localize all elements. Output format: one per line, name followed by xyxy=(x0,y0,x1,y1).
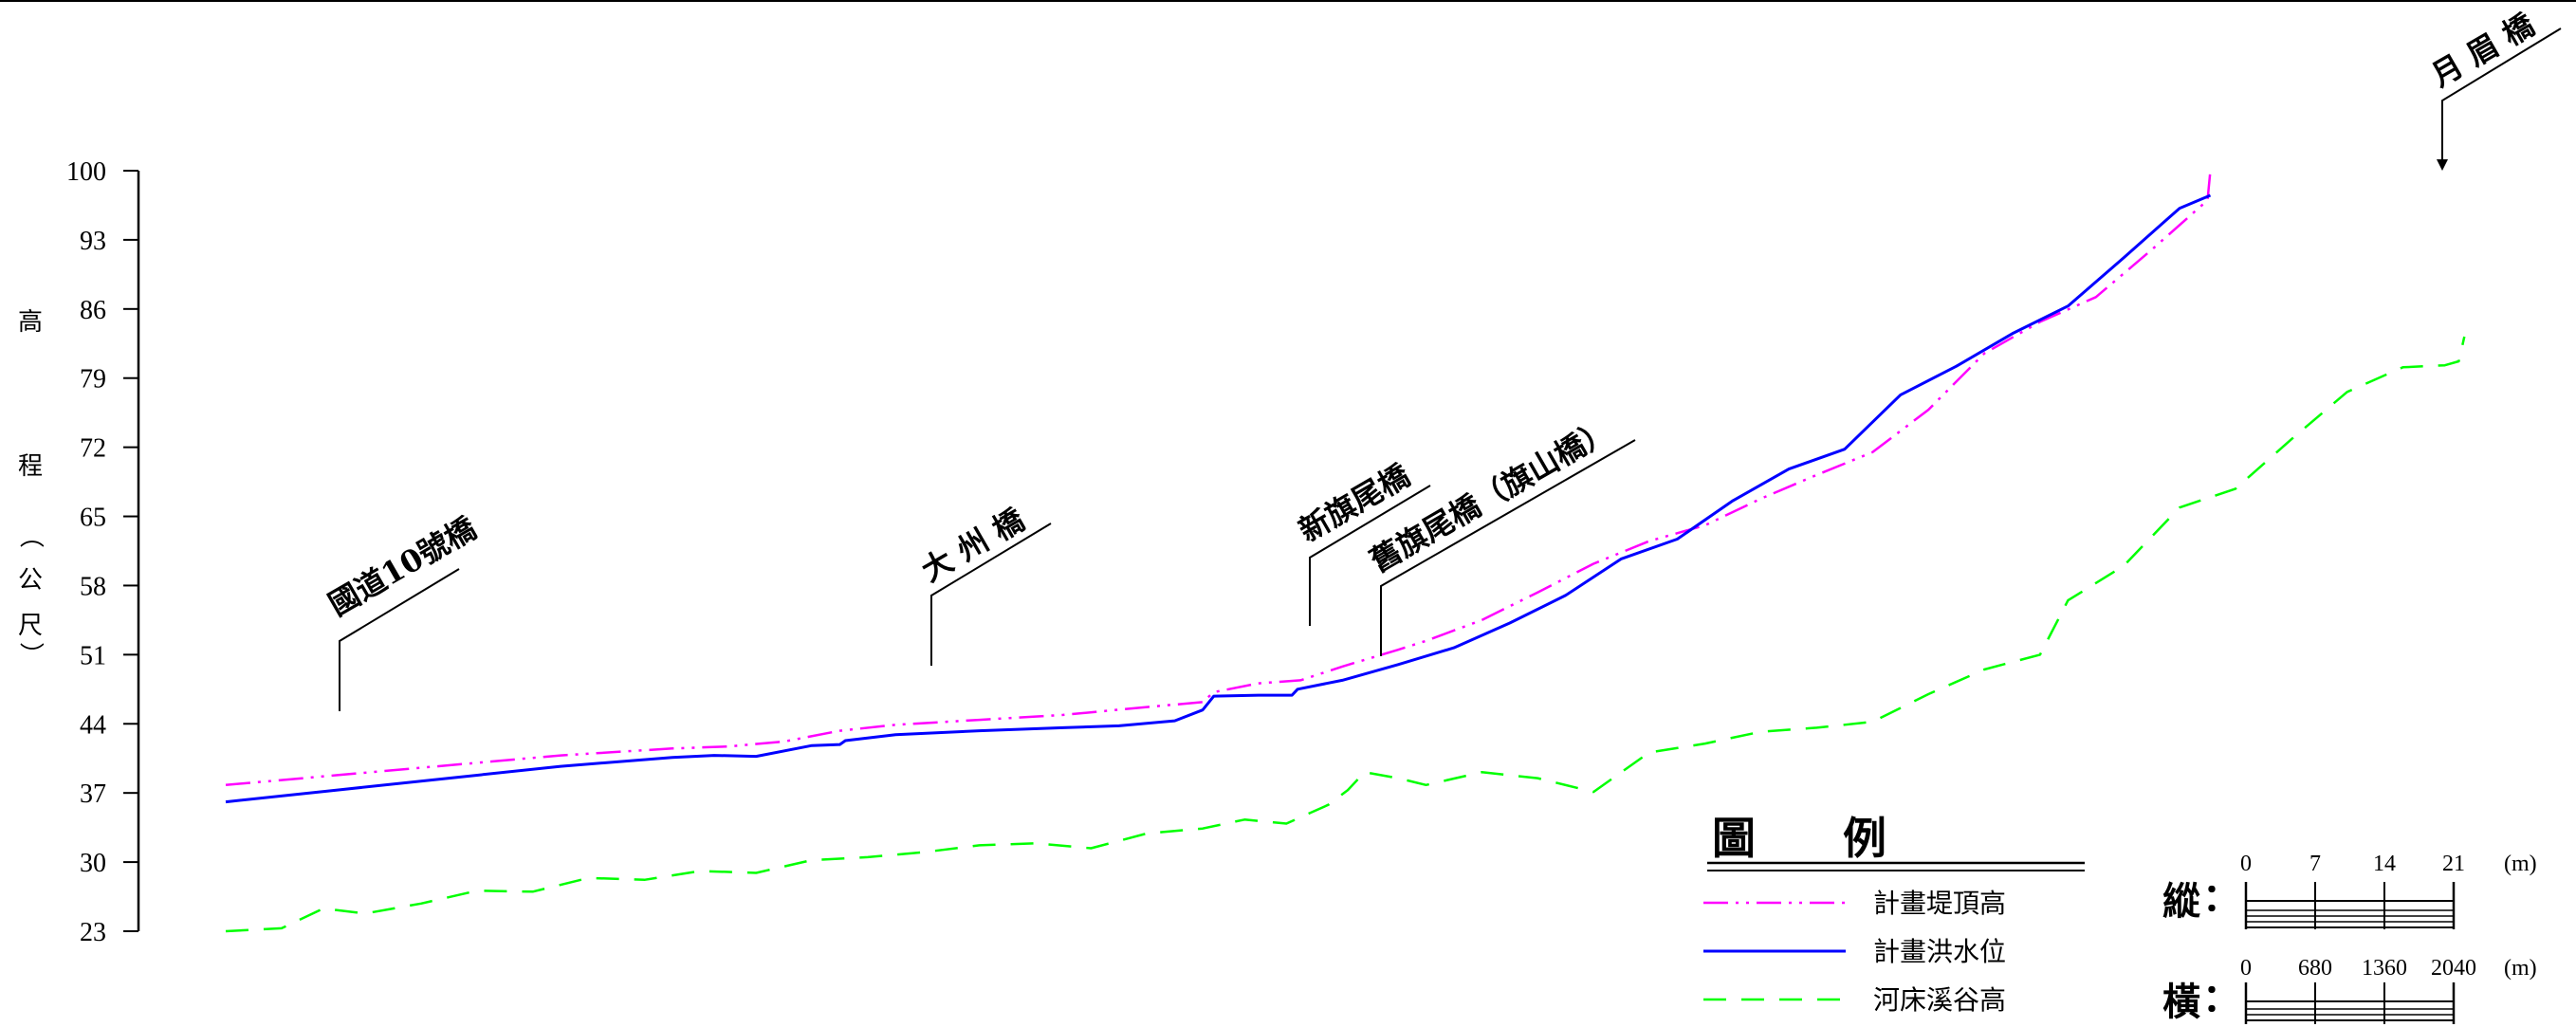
bridge-leader-line xyxy=(2441,28,2562,169)
y-label-char: ） xyxy=(16,642,45,667)
series-dike-crest-line xyxy=(225,170,2212,787)
scale-bar-graphic xyxy=(2244,982,2456,1024)
legend: 圖 例 計畫堤頂高 計畫洪水位 河床溪谷高 xyxy=(1703,813,2085,1016)
y-label-char: 高 xyxy=(18,308,43,337)
bridge-label: 國道10號橋 xyxy=(322,509,483,623)
y-tick-label: 44 xyxy=(80,710,106,740)
legend-item-dike: 計畫堤頂高 xyxy=(1703,888,2006,919)
y-tick-label: 37 xyxy=(80,779,106,809)
y-axis-label: 高程 （ 公尺） xyxy=(16,308,45,667)
scale-tick-label: 0 xyxy=(2240,956,2252,981)
y-tick-label: 51 xyxy=(80,641,106,670)
scale-unit: (m) xyxy=(2504,956,2537,981)
scale-colon: ： xyxy=(2202,976,2240,1020)
legend-title: 圖 例 xyxy=(1712,813,1886,864)
series-flood-level-line xyxy=(225,193,2212,804)
scale-tick-label: 21 xyxy=(2442,852,2465,876)
vertical-scale-bar: 縱 ： 0 7 14 21 (m) xyxy=(2162,852,2537,929)
scale-tick-label: 2040 xyxy=(2431,956,2476,981)
y-label-char: 公 xyxy=(18,566,43,595)
bridge-annotation-5: 月 眉 橋 xyxy=(2425,6,2562,169)
legend-label: 計畫堤頂高 xyxy=(1873,888,2006,919)
scale-unit: (m) xyxy=(2504,852,2537,876)
y-tick-label: 93 xyxy=(80,227,106,256)
y-tick-label: 65 xyxy=(80,504,106,533)
series-layer xyxy=(225,159,2466,933)
scale-title: 縱 xyxy=(2162,879,2200,924)
y-tick-label: 58 xyxy=(80,572,106,601)
y-tick-label: 30 xyxy=(80,849,106,878)
scale-colon: ： xyxy=(2202,875,2240,920)
y-tick-label: 23 xyxy=(80,918,106,947)
bridge-leader-line xyxy=(339,568,460,711)
legend-label: 計畫洪水位 xyxy=(1873,936,2006,967)
y-tick-label: 72 xyxy=(80,434,106,464)
bridge-annotation-1: 國道10號橋 xyxy=(322,509,483,711)
y-ticks: 23 30 37 44 51 58 65 72 79 86 93 100 xyxy=(66,157,138,947)
scale-bar-graphic xyxy=(2244,882,2456,929)
bridge-annotations: 國道10號橋 大 州 橋 新旗尾橋 舊旗尾橋（旗山橋） 月 眉 橋 xyxy=(322,6,2562,711)
bridge-leader-line xyxy=(1380,439,1636,656)
bridge-leader-line xyxy=(1309,485,1431,626)
bridge-annotation-4: 舊旗尾橋（旗山橋） xyxy=(1364,412,1636,656)
scale-tick-label: 680 xyxy=(2298,956,2332,981)
legend-label: 河床溪谷高 xyxy=(1873,984,2006,1016)
y-tick-label: 86 xyxy=(80,296,106,325)
y-label-char: 尺 xyxy=(18,612,43,640)
y-label-char: （ xyxy=(16,523,45,548)
scale-tick-label: 0 xyxy=(2240,852,2252,876)
series-riverbed-line xyxy=(225,336,2466,933)
bridge-annotation-2: 大 州 橋 xyxy=(915,501,1052,666)
scale-title: 橫 xyxy=(2162,980,2200,1024)
scale-tick-label: 7 xyxy=(2309,852,2321,876)
bridge-leader-line xyxy=(930,523,1052,666)
horizontal-scale-bar: 橫 ： 0 680 1360 2040 (m) xyxy=(2162,956,2537,1024)
legend-item-riverbed: 河床溪谷高 xyxy=(1703,984,2006,1016)
y-label-char: 程 xyxy=(18,452,43,481)
y-tick-label: 100 xyxy=(66,157,106,187)
y-tick-label: 79 xyxy=(80,365,106,394)
scale-tick-label: 1360 xyxy=(2362,956,2407,981)
scale-tick-label: 14 xyxy=(2373,852,2396,876)
legend-item-flood: 計畫洪水位 xyxy=(1703,936,2006,967)
